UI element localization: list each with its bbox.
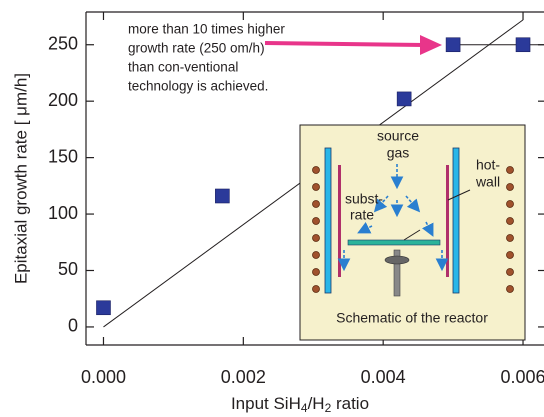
hot-wall [338,165,341,277]
x-tick-label: 0.000 [81,367,126,387]
annotation: more than 10 times higher [128,22,285,37]
y-tick-label: 150 [48,146,78,166]
substrate [347,239,441,246]
hot-wall [446,165,449,277]
inset-label: gas [387,145,410,161]
tube-wall [324,147,332,294]
pointer [403,229,421,241]
x-axis-label-part: 4 [301,401,308,415]
x-tick-label: 0.004 [361,367,406,387]
x-axis-label-part: Input SiH [231,394,301,413]
inset-label: hot- [476,157,500,173]
x-axis-label-part: ratio [331,394,369,413]
x-axis-label-part: 2 [325,401,332,415]
data-point [215,188,230,204]
tube-wall [452,147,460,294]
plot-area: 0 50 100 150 200 250 0.000 0.002 0.004 0.006 Epita… [11,11,544,415]
inset-caption: Schematic of the reactor [336,310,488,326]
y-tick-label: 50 [58,259,78,279]
y-tick-label: 100 [48,203,78,223]
inset-frame [299,124,526,341]
annotation-arrow [420,35,442,55]
annotation-arrow [264,41,426,47]
x-tick-label: 0.006 [500,367,544,387]
annotation: growth rate (250 om/h) [128,41,265,56]
holder [393,249,401,297]
inset-label: wall [475,174,500,190]
y-tick-label: 250 [48,33,78,53]
y-axis-label: Epitaxial growth rate [ μm/h] [11,73,30,284]
inset-label: subst- [345,191,383,207]
y-tick-label: 200 [48,90,78,110]
x-axis-label-part: /H [308,394,325,413]
holder-disc [384,255,410,265]
data-point [96,300,111,316]
inset-label: rate [350,207,374,223]
data-point [445,37,461,53]
x-axis-label: Input SiH4/H2 ratio [231,394,369,415]
annotation: technology is achieved. [128,79,268,94]
gas-flow [337,164,449,272]
data-point [515,37,531,53]
reactor-inset: source gas hot- wall subst- rate Schemat… [299,124,526,341]
pointer [447,189,471,201]
x-tick-label: 0.002 [221,367,266,387]
annotation: than con-ventional [128,60,238,75]
inset-label: source [377,128,419,144]
data-point [396,91,412,107]
coils [312,166,514,293]
y-tick-label: 0 [68,316,78,336]
